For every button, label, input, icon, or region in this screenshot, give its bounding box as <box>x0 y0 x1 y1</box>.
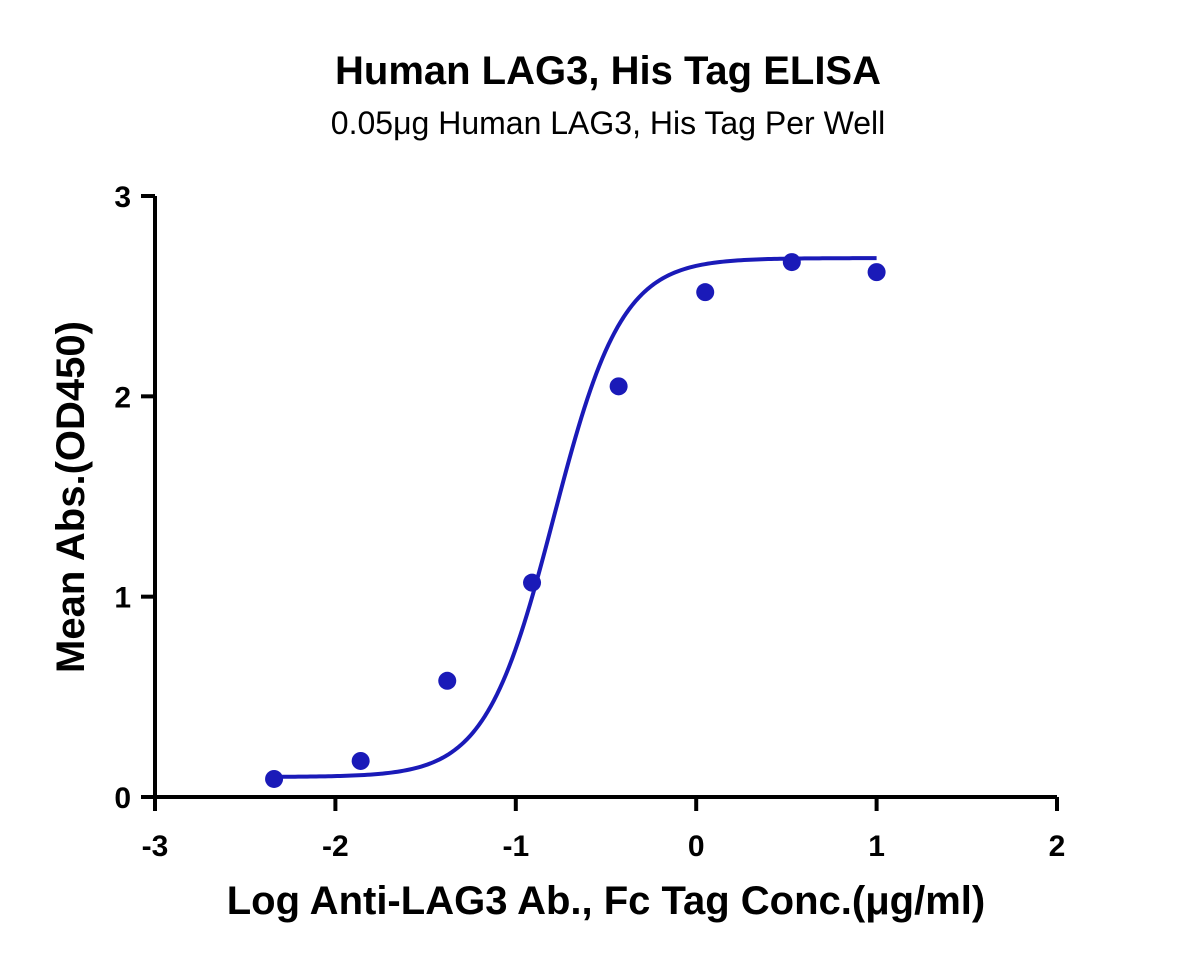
x-tick-label-5: 2 <box>1049 830 1066 863</box>
y-tick-label-2: 2 <box>114 381 131 414</box>
chart-title: Human LAG3, His Tag ELISA <box>335 49 881 93</box>
x-tick-label-0: -3 <box>142 830 169 863</box>
x-tick-label-3: 0 <box>688 830 705 863</box>
data-point-7 <box>867 263 886 282</box>
chart-subtitle: 0.05μg Human LAG3, His Tag Per Well <box>331 105 885 141</box>
y-axis-label: Mean Abs.(OD450) <box>49 321 93 673</box>
x-tick-label-4: 1 <box>868 830 885 863</box>
data-point-5 <box>696 283 715 302</box>
data-point-1 <box>351 751 370 770</box>
x-tick-label-2: -1 <box>502 830 529 863</box>
ticks: -3 -2 -1 0 1 2 0 1 2 3 <box>114 181 1065 863</box>
fit-curve-0 <box>274 256 877 779</box>
y-tick-label-1: 1 <box>114 582 131 615</box>
y-tick-label-3: 3 <box>114 181 131 214</box>
data-point-2 <box>438 671 457 690</box>
data-point-6 <box>782 253 801 272</box>
data-point-3 <box>523 573 542 592</box>
data-point-4 <box>609 377 628 396</box>
points-layer <box>265 253 886 788</box>
x-tick-label-1: -2 <box>322 830 349 863</box>
y-tick-label-0: 0 <box>114 782 131 815</box>
axes <box>153 196 1057 799</box>
x-axis-label: Log Anti-LAG3 Ab., Fc Tag Conc.(μg/ml) <box>227 879 985 923</box>
fit-layer <box>274 256 877 779</box>
data-point-0 <box>265 769 284 788</box>
